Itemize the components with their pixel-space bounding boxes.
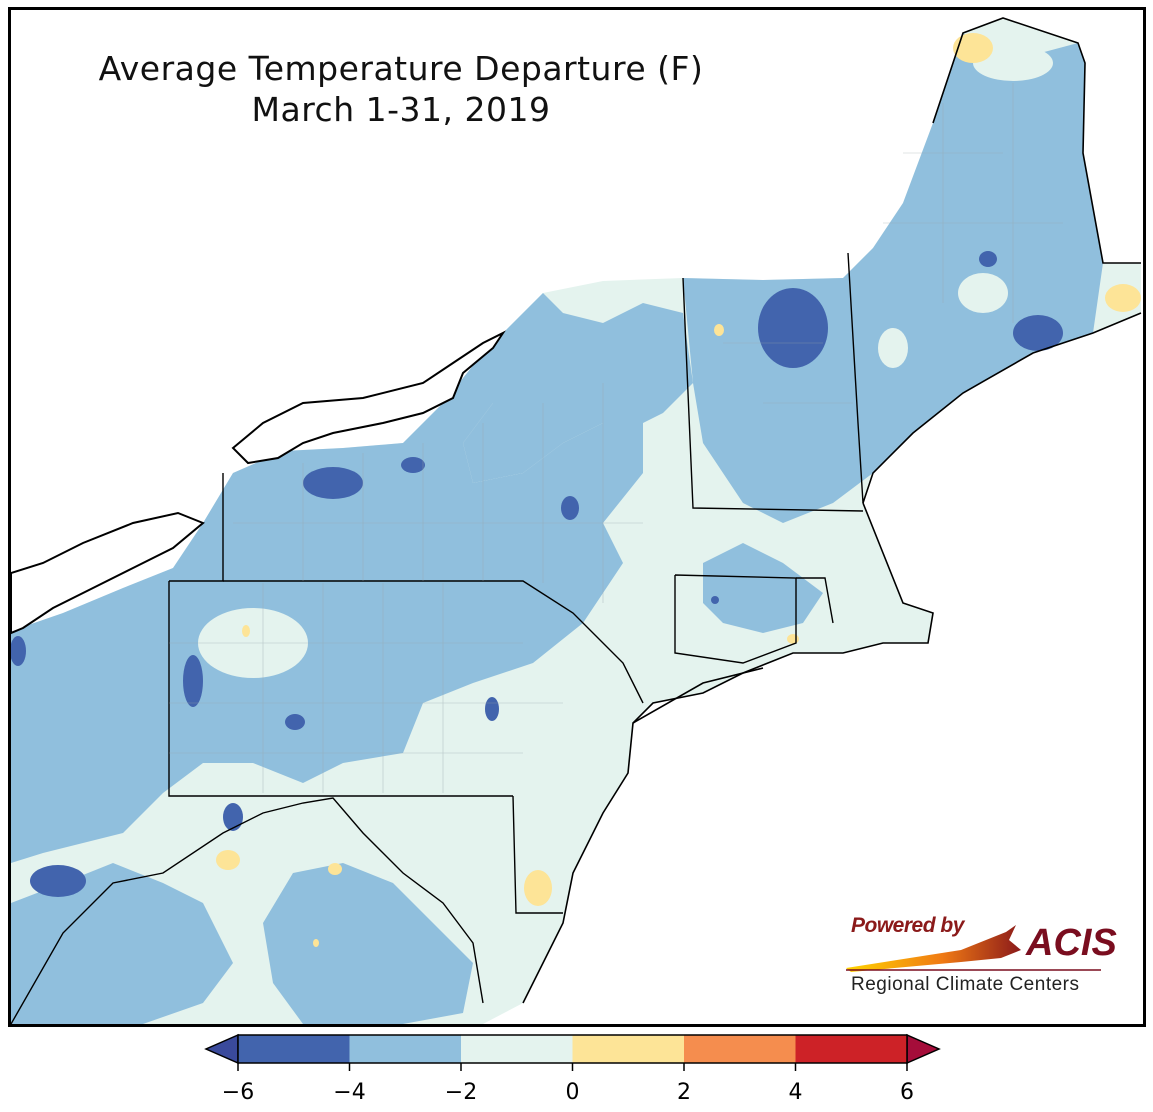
- lake-ontario: [231, 330, 506, 465]
- colorbar-bin: [684, 1035, 796, 1063]
- colorbar-bin: [238, 1035, 350, 1063]
- colorbar-bin: [461, 1035, 573, 1063]
- above-normal-patch: [524, 870, 552, 906]
- near-normal-patch: [958, 273, 1008, 313]
- above-normal-patch: [787, 634, 799, 644]
- map-title: Average Temperature Departure (F) March …: [51, 48, 751, 130]
- above-normal-patch: [242, 625, 250, 637]
- colorbar: −6 −4 −2 0 2 4 6: [200, 1030, 950, 1108]
- much-below-normal-patch: [711, 596, 719, 604]
- colorbar-bin: [795, 1035, 907, 1063]
- colorbar-under-arrow: [204, 1033, 239, 1065]
- regional-climate-centers-text: Regional Climate Centers: [851, 974, 1080, 995]
- colorbar-tick-label: −6: [221, 1080, 255, 1105]
- acis-brand: ACIS: [1026, 922, 1117, 964]
- near-normal-patch: [973, 45, 1053, 81]
- much-below-normal-patch: [30, 865, 86, 897]
- county-lines: [169, 83, 1063, 793]
- much-below-normal-patch: [183, 655, 203, 707]
- much-below-normal-patch: [303, 467, 363, 499]
- title-line-2: March 1-31, 2019: [251, 90, 551, 129]
- below-normal-region-ne: [683, 33, 1103, 523]
- near-normal-patch: [878, 328, 908, 368]
- much-below-normal-patch: [485, 697, 499, 721]
- map-frame: Average Temperature Departure (F) March …: [8, 7, 1146, 1027]
- above-normal-patch: [714, 324, 724, 336]
- colorbar-graphic: [204, 1033, 941, 1071]
- much-below-normal-patch: [979, 251, 997, 267]
- much-below-normal-patch: [758, 288, 828, 368]
- above-normal-patch: [328, 863, 342, 875]
- colorbar-tick-label: 4: [788, 1080, 803, 1105]
- much-below-normal-patch: [223, 803, 243, 831]
- colorbar-tick-label: 0: [565, 1080, 580, 1105]
- below-normal-region-sw: [11, 863, 233, 1024]
- below-normal-region-ny: [443, 293, 693, 483]
- powered-by-text: Powered by: [851, 914, 964, 937]
- much-below-normal-patch: [561, 496, 579, 520]
- much-below-normal-patch: [1013, 315, 1063, 351]
- above-normal-patch: [313, 939, 319, 947]
- swoosh-graphic: [846, 925, 1101, 972]
- acis-logo: Powered by ACIS Regional Climate Centers: [841, 910, 1131, 1005]
- colorbar-tick-label: 2: [677, 1080, 691, 1105]
- lake-erie-shore: [11, 511, 205, 635]
- much-below-normal-patch: [401, 457, 425, 473]
- below-normal-region-ct: [703, 543, 823, 633]
- colorbar-tick-label: −4: [333, 1080, 366, 1105]
- above-normal-patch: [953, 33, 993, 63]
- above-normal-patch: [1105, 284, 1141, 312]
- coastline: [522, 17, 1142, 1004]
- colorbar-bin: [349, 1035, 461, 1063]
- colorbar-bin: [572, 1035, 684, 1063]
- colorbar-over-arrow: [906, 1033, 941, 1065]
- temperature-departure-map: [11, 17, 1142, 1024]
- title-line-1: Average Temperature Departure (F): [98, 49, 704, 88]
- colorbar-tick-label: −2: [444, 1080, 478, 1105]
- colorbar-tick-label: 6: [900, 1080, 914, 1105]
- below-normal-region-va: [263, 863, 473, 1024]
- above-normal-patch: [216, 850, 240, 870]
- much-below-normal-patch: [285, 714, 305, 730]
- much-below-normal-patch: [11, 636, 26, 666]
